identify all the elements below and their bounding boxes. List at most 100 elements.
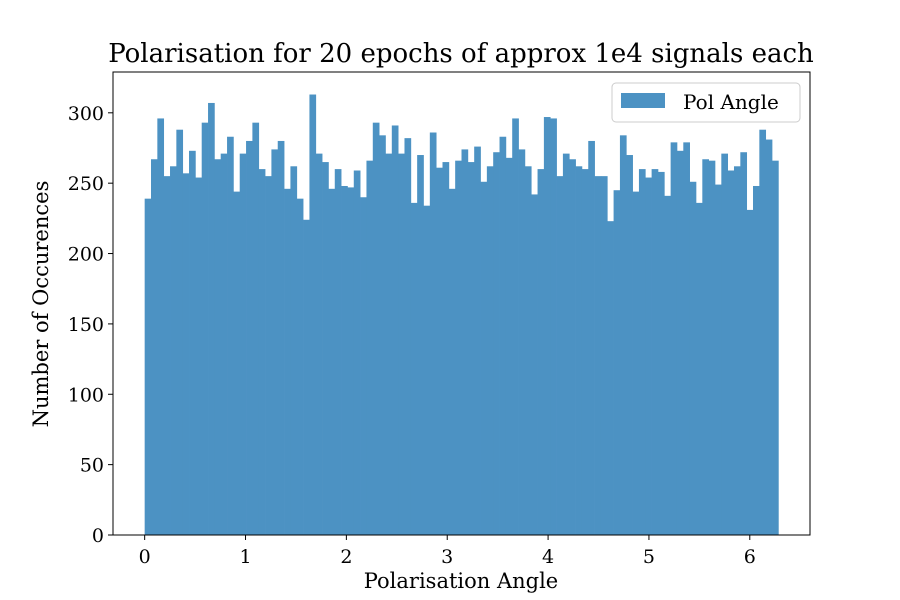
histogram-bar bbox=[290, 166, 298, 536]
histogram-bar bbox=[341, 185, 348, 536]
histogram-bar bbox=[220, 153, 228, 535]
histogram-bar bbox=[772, 160, 779, 535]
y-tick-label: 100 bbox=[68, 384, 104, 406]
histogram-bar bbox=[258, 169, 266, 535]
histogram-bar bbox=[505, 157, 513, 535]
x-axis-label: Polarisation Angle bbox=[364, 569, 559, 593]
histogram-bar bbox=[670, 142, 678, 536]
histogram-bar bbox=[182, 173, 190, 535]
chart-title: Polarisation for 20 epochs of approx 1e4… bbox=[108, 39, 814, 69]
x-tick-label: 6 bbox=[744, 546, 756, 568]
histogram-bar bbox=[474, 146, 481, 535]
legend-swatch bbox=[621, 93, 665, 108]
histogram-bar bbox=[499, 136, 507, 536]
histogram-bar bbox=[448, 188, 456, 535]
histogram-bar bbox=[607, 221, 614, 536]
legend-label: Pol Angle bbox=[683, 90, 779, 114]
x-tick-label: 0 bbox=[139, 546, 151, 568]
histogram-bar bbox=[759, 129, 767, 535]
y-tick-label: 200 bbox=[68, 244, 104, 266]
histogram-bar bbox=[328, 188, 336, 535]
histogram-bar bbox=[746, 209, 754, 535]
histogram-bar bbox=[265, 176, 272, 535]
x-tick-label: 3 bbox=[441, 546, 453, 568]
y-tick-label: 50 bbox=[80, 455, 104, 477]
histogram-bar bbox=[619, 135, 627, 535]
histogram-bar bbox=[189, 150, 196, 535]
histogram-bar bbox=[315, 153, 323, 535]
histogram-bar bbox=[233, 191, 241, 535]
histogram-bar bbox=[246, 140, 253, 535]
histogram-bar bbox=[594, 176, 602, 535]
histogram-bar bbox=[271, 149, 279, 535]
histogram-bar bbox=[303, 219, 310, 535]
histogram-bar bbox=[423, 205, 431, 535]
x-tick-label: 5 bbox=[643, 546, 655, 568]
histogram-bar bbox=[309, 94, 317, 536]
histogram-bar bbox=[714, 184, 722, 535]
histogram-bar bbox=[651, 169, 659, 535]
histogram-bar bbox=[765, 139, 773, 536]
histogram-bar bbox=[556, 176, 564, 535]
histogram-bar bbox=[442, 162, 450, 535]
bars-group bbox=[144, 94, 779, 536]
histogram-bar bbox=[417, 155, 424, 535]
histogram-bar bbox=[569, 159, 576, 535]
histogram-bar bbox=[676, 150, 684, 535]
histogram-bar bbox=[170, 166, 177, 536]
histogram-bar bbox=[461, 149, 469, 535]
histogram-bar bbox=[626, 155, 633, 535]
histogram-bar bbox=[657, 171, 665, 536]
histogram-bar bbox=[372, 122, 380, 535]
histogram-bar bbox=[391, 125, 399, 535]
histogram-bar bbox=[531, 194, 538, 535]
x-tick-label: 2 bbox=[340, 546, 352, 568]
histogram-bar bbox=[227, 136, 234, 536]
y-tick-label: 0 bbox=[92, 525, 104, 547]
histogram-bar bbox=[436, 167, 443, 535]
histogram-bar bbox=[208, 102, 215, 536]
x-tick-label: 4 bbox=[542, 546, 554, 568]
histogram-bar bbox=[353, 170, 361, 535]
histogram-bar bbox=[322, 162, 329, 535]
histogram-bar bbox=[201, 122, 209, 535]
histogram-bar bbox=[518, 149, 526, 535]
histogram-bar bbox=[638, 169, 646, 535]
histogram-bar bbox=[398, 153, 405, 535]
histogram-bar bbox=[550, 118, 557, 535]
histogram-bar bbox=[543, 117, 551, 535]
histogram-bar bbox=[334, 169, 342, 535]
histogram-bar bbox=[575, 166, 583, 536]
histogram-bar bbox=[195, 177, 203, 536]
histogram-bar bbox=[695, 202, 703, 535]
legend-box bbox=[611, 82, 801, 123]
histogram-bar bbox=[581, 169, 589, 535]
histogram-bar bbox=[588, 140, 595, 535]
histogram-bar bbox=[613, 190, 621, 535]
histogram-bar bbox=[689, 181, 697, 535]
histogram-bar bbox=[151, 159, 158, 535]
histogram-bar bbox=[512, 118, 519, 535]
histogram-bar bbox=[404, 138, 412, 535]
histogram-bar bbox=[277, 140, 285, 535]
histogram-bar bbox=[360, 197, 367, 535]
histogram-bar bbox=[664, 195, 671, 535]
histogram-bar bbox=[410, 202, 418, 535]
histogram-bar bbox=[493, 152, 500, 535]
histogram-bar bbox=[486, 166, 494, 536]
histogram-bar bbox=[708, 160, 716, 535]
plot-frame bbox=[112, 71, 811, 536]
histogram-bar bbox=[740, 152, 748, 535]
histogram-bar bbox=[455, 160, 462, 535]
histogram-bar bbox=[753, 185, 760, 536]
histogram-bar bbox=[296, 198, 304, 535]
histogram-bar bbox=[683, 142, 690, 536]
histogram-bar bbox=[429, 132, 437, 535]
histogram-bar bbox=[600, 176, 608, 535]
y-tick-label: 150 bbox=[68, 314, 104, 336]
axes-group: 0 1 2 3 4 5 6 0 50 100 150 200 250 300 bbox=[68, 71, 811, 568]
histogram-bar bbox=[632, 191, 640, 535]
histogram-bar bbox=[645, 177, 652, 536]
histogram-bar bbox=[239, 153, 247, 535]
